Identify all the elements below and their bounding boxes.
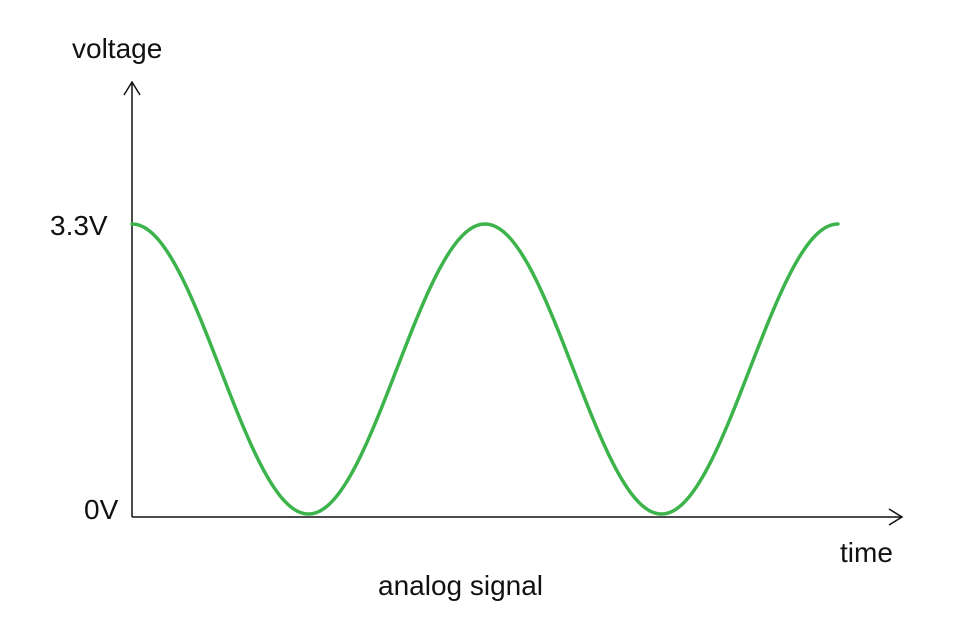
y-tick-label-zero: 0V bbox=[84, 494, 119, 525]
y-axis-arrow bbox=[123, 80, 141, 96]
y-axis-label: voltage bbox=[72, 33, 163, 64]
signal-line-0 bbox=[130, 222, 840, 516]
x-axis-label: time bbox=[840, 537, 893, 568]
x-axis-arrow bbox=[888, 508, 904, 526]
chart-caption: analog signal bbox=[378, 570, 544, 601]
y-tick-label-max: 3.3V bbox=[50, 210, 108, 241]
